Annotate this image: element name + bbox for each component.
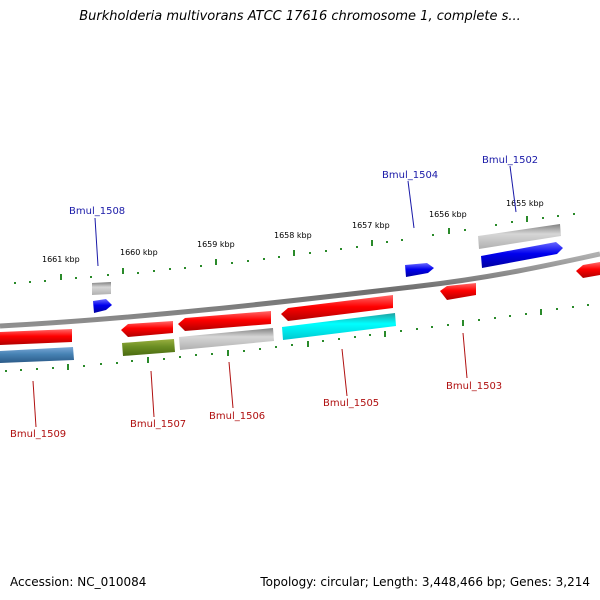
- gene-feature-bmul-1503[interactable]: [440, 283, 476, 300]
- gene-label-bmul-1507[interactable]: Bmul_1507: [130, 419, 186, 430]
- gene-feature-bmul-1502[interactable]: [481, 242, 563, 268]
- feature-steel-1509[interactable]: [0, 347, 74, 363]
- tick-mark: [371, 240, 373, 246]
- leader-bmul-1506: [228, 361, 234, 409]
- accession-text: Accession: NC_010084: [10, 575, 147, 589]
- leader-bmul-1508: [94, 217, 99, 267]
- tick-mark: [60, 274, 62, 280]
- tick-label-1659: 1659 kbp: [197, 240, 235, 249]
- gene-label-bmul-1502[interactable]: Bmul_1502: [482, 155, 538, 166]
- leader-bmul-1507: [150, 370, 155, 418]
- reverse-features: [0, 262, 600, 363]
- feature-gray-1502[interactable]: [478, 224, 561, 249]
- gene-feature-partial-right[interactable]: [576, 262, 600, 278]
- gene-feature-bmul-1508[interactable]: [93, 299, 112, 313]
- tick-mark: [122, 268, 124, 274]
- feature-gray-1506[interactable]: [179, 328, 274, 350]
- chromosome-backbone: [0, 251, 600, 329]
- tick-mark: [526, 216, 528, 222]
- gene-label-bmul-1506[interactable]: Bmul_1506: [209, 411, 265, 422]
- feature-olive-1507[interactable]: [122, 339, 175, 356]
- major-ticks: [60, 216, 528, 280]
- feature-cyan-1505[interactable]: [282, 313, 396, 340]
- tick-label-1658: 1658 kbp: [274, 231, 312, 240]
- gene-label-bmul-1503[interactable]: Bmul_1503: [446, 381, 502, 392]
- gene-feature-bmul-1505[interactable]: [281, 295, 393, 321]
- gene-labels: Bmul_1502 Bmul_1504 Bmul_1508 Bmul_1503 …: [10, 155, 538, 440]
- tick-mark: [448, 228, 450, 234]
- gene-label-bmul-1504[interactable]: Bmul_1504: [382, 170, 438, 181]
- gene-feature-bmul-1509[interactable]: [0, 329, 72, 345]
- gene-label-bmul-1505[interactable]: Bmul_1505: [323, 398, 379, 409]
- tick-label-1657: 1657 kbp: [352, 221, 390, 230]
- tick-label-1661: 1661 kbp: [42, 255, 80, 264]
- leader-bmul-1505: [341, 348, 348, 397]
- map-title: Burkholderia multivorans ATCC 17616 chro…: [79, 9, 521, 24]
- tick-label-1655: 1655 kbp: [506, 199, 544, 208]
- feature-gray-1508[interactable]: [92, 282, 111, 295]
- leader-bmul-1503: [462, 332, 468, 379]
- inner-tick-ring: [5, 304, 589, 372]
- outer-tick-ring: [14, 213, 575, 284]
- gene-feature-bmul-1507[interactable]: [121, 321, 173, 337]
- leader-lines: [32, 165, 517, 428]
- gene-feature-bmul-1504[interactable]: [405, 263, 434, 277]
- leader-bmul-1502: [509, 165, 517, 213]
- tick-labels: 1655 kbp 1656 kbp 1657 kbp 1658 kbp 1659…: [42, 199, 544, 264]
- forward-features: [92, 224, 563, 313]
- gene-label-bmul-1509[interactable]: Bmul_1509: [10, 429, 66, 440]
- tick-label-1656: 1656 kbp: [429, 210, 467, 219]
- leader-bmul-1504: [407, 180, 415, 229]
- tick-mark: [215, 259, 217, 265]
- tick-label-1660: 1660 kbp: [120, 248, 158, 257]
- leader-bmul-1509: [32, 380, 37, 428]
- tick-mark: [293, 250, 295, 256]
- gene-label-bmul-1508[interactable]: Bmul_1508: [69, 206, 125, 217]
- gene-feature-bmul-1506[interactable]: [178, 311, 271, 331]
- topology-summary: Topology: circular; Length: 3,448,466 bp…: [260, 575, 590, 589]
